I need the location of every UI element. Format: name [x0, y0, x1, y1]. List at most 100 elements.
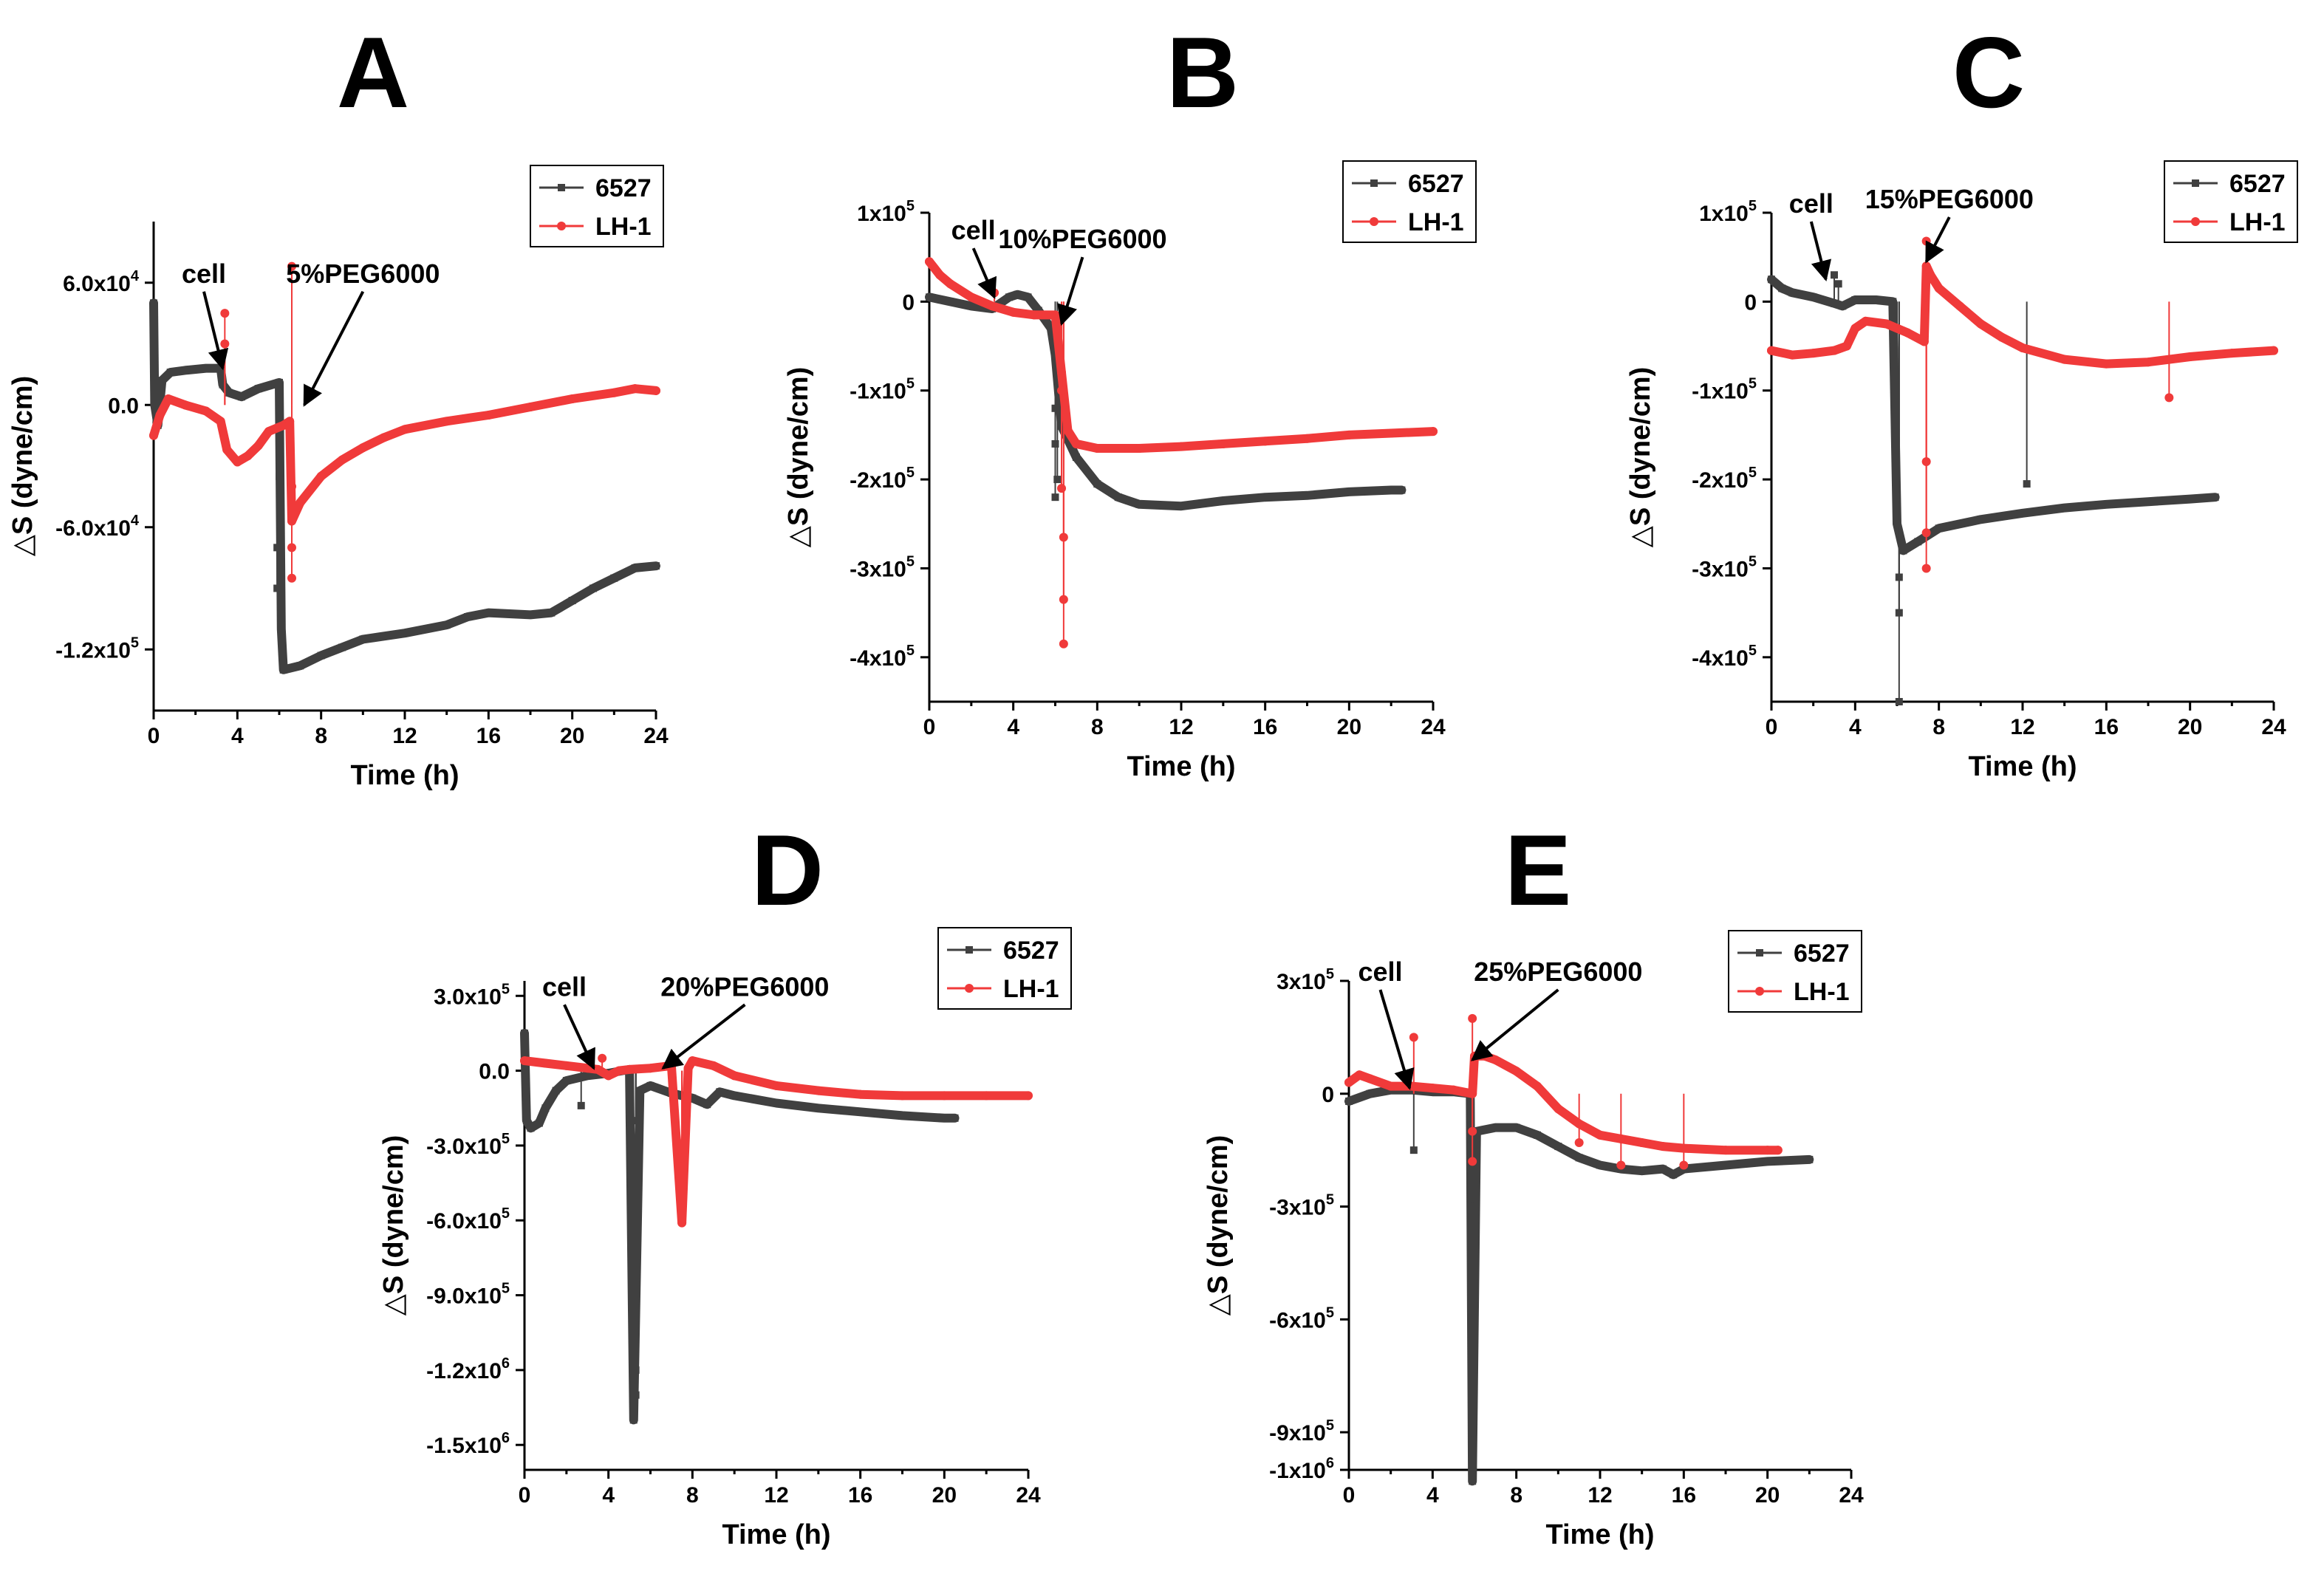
- data-point: [180, 400, 190, 410]
- data-point: [1303, 491, 1311, 499]
- data-point: [1763, 1157, 1771, 1166]
- data-point: [646, 1064, 655, 1073]
- y-tick-label: -6x105: [1269, 1304, 1334, 1332]
- data-point: [1386, 1081, 1395, 1091]
- panel-letter: A: [337, 16, 409, 129]
- data-point: [951, 1114, 959, 1122]
- data-point: [222, 445, 232, 454]
- data-point: [1839, 302, 1847, 310]
- data-point: [277, 625, 285, 633]
- legend: 6527 LH-1: [1728, 930, 1862, 1013]
- data-point: [225, 389, 233, 397]
- data-point: [688, 1056, 697, 1066]
- y-tick-label: -1x106: [1269, 1455, 1334, 1483]
- data-point: [1554, 1143, 1562, 1151]
- x-tick-label: 4: [1007, 715, 1019, 739]
- panel-e: E 0 4 8 12 16 20 24 3x105 0 -3x105 -6x105 -9x105 -1x1…: [1203, 814, 1864, 1550]
- annotation-arrow: [661, 1003, 746, 1070]
- data-point: [1921, 236, 1931, 246]
- data-point: [731, 1092, 739, 1100]
- axes: [1347, 981, 1851, 1471]
- data-point: [589, 584, 597, 592]
- data-point: [181, 366, 189, 374]
- data-point: [813, 1086, 823, 1095]
- data-point: [1469, 1398, 1477, 1406]
- data-point: [646, 1081, 655, 1089]
- series-lh-1: [520, 1053, 1033, 1228]
- data-point: [1882, 319, 1891, 329]
- data-point: [1345, 1097, 1353, 1105]
- y-tick-label: -9x105: [1269, 1417, 1334, 1445]
- data-point: [219, 380, 227, 389]
- legend-marker: [558, 184, 565, 191]
- x-tick-label: 12: [764, 1483, 788, 1508]
- data-point: [276, 472, 283, 480]
- data-point: [1449, 1085, 1458, 1095]
- data-point: [1059, 533, 1068, 542]
- data-point: [583, 1064, 592, 1073]
- data-point: [1914, 538, 1922, 546]
- data-point: [1805, 1155, 1814, 1163]
- legend-box: [937, 927, 1072, 1010]
- data-point: [609, 388, 619, 397]
- x-tick-label: 20: [560, 724, 584, 748]
- x-axis-title: Time (h): [1545, 1519, 1654, 1550]
- legend-label: 6527: [1794, 940, 1850, 968]
- data-point: [220, 339, 230, 349]
- data-point: [2186, 495, 2194, 503]
- data-point: [1051, 404, 1059, 412]
- data-point: [584, 1072, 592, 1080]
- x-tick-label: 16: [1672, 1483, 1696, 1508]
- data-point: [166, 369, 174, 377]
- data-point: [1834, 280, 1842, 288]
- legend-marker: [2191, 217, 2200, 226]
- data-point: [1355, 1070, 1364, 1080]
- annotation-label: cell: [542, 971, 587, 1002]
- data-point: [285, 417, 295, 426]
- data-point: [940, 1114, 949, 1122]
- legend-marker: [1755, 987, 1764, 996]
- data-point: [1637, 1137, 1647, 1147]
- legend-box: [530, 165, 664, 247]
- data-point: [442, 417, 451, 426]
- data-point: [273, 544, 281, 552]
- legend: 6527 LH-1: [1342, 160, 1477, 243]
- data-point: [1921, 528, 1931, 538]
- x-tick-label: 20: [1337, 715, 1361, 739]
- data-point: [1030, 310, 1039, 320]
- data-point: [1830, 346, 1839, 355]
- data-point: [1057, 484, 1067, 493]
- y-tick-label: -1x105: [850, 376, 915, 404]
- x-tick-label: 24: [1421, 715, 1446, 739]
- data-point: [1935, 524, 1943, 533]
- data-point: [1366, 1089, 1374, 1098]
- data-point: [1014, 290, 1022, 298]
- data-point: [2102, 500, 2111, 508]
- data-point: [814, 1104, 822, 1112]
- data-point: [202, 364, 210, 372]
- axes: [928, 213, 1433, 703]
- data-point: [379, 433, 389, 442]
- annotation-label: cell: [1358, 957, 1402, 987]
- annotation-label: cell: [1789, 188, 1833, 219]
- data-point: [1491, 1123, 1500, 1132]
- y-tick-label: 3x105: [1277, 966, 1334, 994]
- data-point: [1899, 547, 1907, 555]
- annotation-label: 15%PEG6000: [1865, 184, 2034, 214]
- data-point: [1788, 350, 1797, 360]
- data-point: [201, 406, 211, 416]
- y-tick-label: -4x105: [850, 643, 915, 671]
- data-point: [1114, 493, 1122, 502]
- y-tick-label: 3.0x105: [434, 981, 510, 1009]
- data-point: [925, 257, 934, 267]
- data-point: [1788, 289, 1797, 297]
- legend-marker: [1370, 179, 1378, 187]
- data-point: [1469, 1436, 1477, 1444]
- data-point: [562, 1077, 570, 1085]
- data-point: [216, 417, 225, 426]
- y-tick-label: -3x105: [850, 553, 915, 581]
- data-point: [632, 1391, 640, 1399]
- data-point: [485, 609, 493, 617]
- data-point: [940, 1091, 949, 1101]
- legend-marker: [966, 946, 973, 954]
